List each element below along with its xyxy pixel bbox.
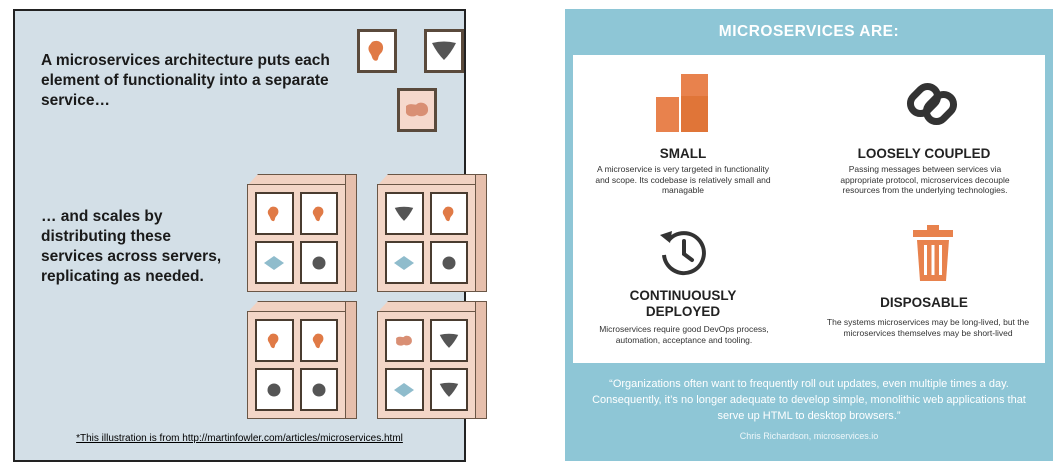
server-3 bbox=[247, 301, 357, 419]
microservices-infographic: MICROSERVICES ARE: SMALL A microservice … bbox=[565, 9, 1053, 461]
section-title-small: SMALL bbox=[659, 146, 707, 161]
section-title-disposable: DISPOSABLE bbox=[880, 295, 968, 310]
section-desc-small: A microservice is very targeted in funct… bbox=[595, 164, 771, 195]
pink-blob-icon bbox=[405, 102, 429, 117]
server-4 bbox=[377, 301, 487, 419]
blocks-icon bbox=[656, 74, 708, 132]
section-desc-loosely-coupled: Passing messages between services via ap… bbox=[840, 164, 1010, 195]
service-card-orange bbox=[357, 29, 397, 73]
scaling-heading: … and scales by distributing these servi… bbox=[41, 208, 222, 285]
architecture-illustration-panel: A microservices architecture puts each e… bbox=[13, 9, 487, 462]
trash-can-icon bbox=[913, 225, 953, 281]
section-desc-continuously-deployed: Microservices require good DevOps proces… bbox=[599, 324, 769, 345]
quote-attribution: Chris Richardson, microservices.io bbox=[739, 431, 879, 441]
server-1 bbox=[247, 174, 357, 292]
service-card-pink bbox=[397, 88, 437, 132]
section-title-loosely-coupled: LOOSELY COUPLED bbox=[857, 146, 991, 161]
section-desc-disposable: The systems microservices may be long-li… bbox=[826, 317, 1030, 338]
dark-triangle-icon bbox=[432, 41, 456, 60]
chain-link-icon bbox=[906, 82, 958, 126]
server-2 bbox=[377, 174, 487, 292]
section-title-continuously-deployed: CONTINUOUSLY DEPLOYED bbox=[629, 288, 737, 319]
infographic-banner: MICROSERVICES ARE: bbox=[718, 23, 900, 40]
architecture-heading: A microservices architecture puts each e… bbox=[41, 52, 330, 109]
richardson-quote: “Organizations often want to frequently … bbox=[592, 378, 1026, 422]
orange-blob-icon bbox=[368, 40, 384, 61]
service-card-dark bbox=[424, 29, 464, 73]
source-footnote: *This illustration is from http://martin… bbox=[76, 433, 403, 444]
infographic-body: SMALL A microservice is very targeted in… bbox=[573, 55, 1045, 363]
history-clock-icon bbox=[660, 231, 706, 276]
